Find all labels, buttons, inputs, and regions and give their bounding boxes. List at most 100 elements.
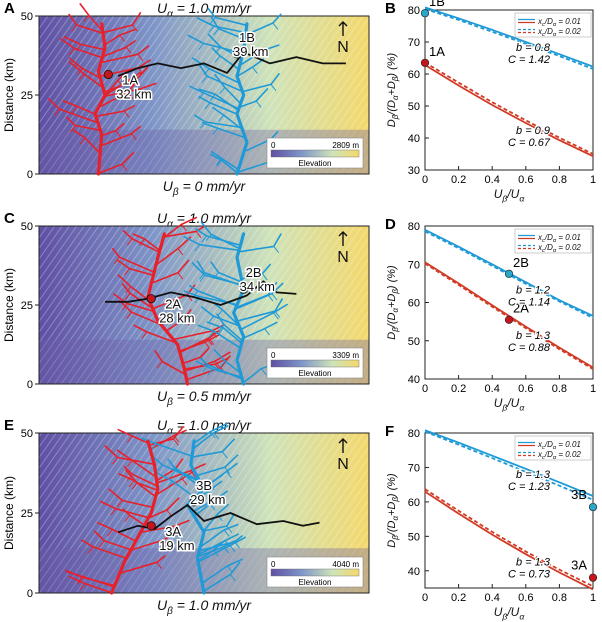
red-tributary (126, 460, 133, 468)
uplift-alpha-label: Uα​ = 1.0 mm/yr (157, 417, 252, 437)
series-line-red-dashed (424, 61, 594, 155)
divide-point-1B (232, 49, 242, 59)
blue-tributary (213, 432, 219, 440)
y-tick-label: 60 (408, 497, 420, 509)
series-line-blue-dashed (424, 8, 594, 70)
x-tick-label: 1 (590, 592, 596, 604)
red-tributary (121, 303, 128, 311)
x-tick-label: 0.6 (518, 383, 533, 395)
red-tributary (110, 508, 117, 516)
blue-tributary (157, 464, 163, 472)
red-trunk-river (110, 439, 160, 595)
red-tributary (77, 68, 83, 76)
red-tributary (127, 238, 133, 246)
series-line-red-dashed (424, 488, 594, 588)
blue-tributary (208, 315, 214, 323)
blue-tributary (203, 68, 210, 76)
legend-title: Elevation (299, 578, 332, 587)
series-line-blue-solid (424, 429, 594, 497)
panel-letter: F (385, 423, 394, 440)
red-tributary (125, 46, 132, 54)
y-axis-label: Distance (km) (2, 268, 16, 342)
divide-point-2B (239, 284, 249, 294)
drainage-divide (117, 51, 346, 77)
fit-c-label: C = 1.14 (508, 296, 550, 308)
north-arrow-icon (338, 231, 348, 246)
blue-tributary (264, 328, 270, 336)
callout-distance-1A: 32 km (116, 86, 151, 101)
blue-tributary (198, 43, 205, 51)
fit-c-label: C = 0.73 (508, 569, 551, 581)
blue-tributary (202, 364, 209, 372)
red-tributary (124, 514, 131, 523)
red-tributary (139, 88, 146, 96)
red-tributary (126, 311, 132, 319)
fit-c-label: C = 0.67 (508, 137, 551, 149)
red-tributary (71, 106, 78, 114)
red-tributary (107, 529, 114, 537)
x-tick-label: 0.4 (485, 383, 500, 395)
red-tributary (177, 248, 184, 256)
y-axis-label: Distance (km) (2, 58, 16, 132)
blue-trunk-river (235, 22, 249, 176)
legend-entry: xc​/Dα​ = 0.02 (537, 243, 581, 254)
red-tributary (139, 238, 145, 246)
red-tributary (126, 435, 133, 443)
data-point-1B (420, 9, 430, 18)
blue-tributary (267, 294, 274, 302)
x-tick-label: 1 (590, 174, 596, 186)
y-axis-label: Dβ​/(Dα​+Dβ​) (%) (386, 473, 400, 548)
y-axis-label: Dβ​/(Dα​+Dβ​) (%) (386, 52, 400, 127)
legend-max: 3309 m (332, 351, 359, 360)
blue-tributary (198, 92, 204, 100)
x-tick-label: 0.6 (518, 592, 533, 604)
uplift-beta-label: Uβ​ = 0 mm/yr (163, 178, 247, 198)
x-tick-label: 0 (422, 383, 428, 395)
blue-tributary (273, 312, 279, 320)
fit-c-label: C = 0.88 (508, 342, 551, 354)
blue-tributary (219, 87, 226, 95)
x-tick-label: 0.4 (485, 592, 500, 604)
legend-min: 0 (271, 351, 276, 360)
red-tributary (124, 292, 131, 300)
x-axis-label: Uβ​/Uα​ (494, 396, 526, 412)
blue-tributary (252, 66, 258, 74)
blue-tributary (208, 25, 215, 33)
blue-tributary (229, 574, 236, 582)
y-tick-label: 50 (21, 221, 33, 233)
legend-colorbar (270, 149, 360, 158)
red-tributary (214, 360, 221, 368)
blue-tributary (199, 272, 205, 280)
blue-tributary (207, 368, 213, 376)
red-tributary (181, 224, 187, 232)
chart-legend (514, 228, 592, 254)
blue-tributary (205, 234, 212, 242)
blue-tributary (218, 114, 224, 122)
x-tick-label: 0.2 (451, 383, 466, 395)
blue-tributary (218, 324, 225, 332)
red-tributary (163, 539, 170, 547)
red-tributary (71, 24, 78, 32)
divide-point-2A (146, 294, 156, 304)
y-tick-label: 80 (408, 5, 420, 17)
callout-id-1B: 1B (239, 30, 255, 45)
north-label: N (337, 39, 349, 56)
blue-tributary (208, 330, 215, 338)
series-line-blue-dashed (424, 430, 594, 501)
y-tick-label: 0 (27, 588, 33, 600)
blue-tributary (199, 274, 206, 282)
north-label: N (337, 456, 349, 473)
callout-distance-1B: 39 km (233, 44, 268, 59)
map-panel-A: A Uα​ = 1.0 mm/yr Uβ​ = 0 mm/yr 50 25 0 Distan… (2, 0, 370, 198)
blue-tributary (201, 235, 207, 243)
blue-tributary (226, 471, 232, 479)
legend-entry: xc​/Dα​ = 0.02 (537, 27, 581, 38)
blue-tributary (200, 121, 206, 129)
data-point-label-2B: 2B (513, 255, 529, 270)
data-point-2B (504, 269, 514, 278)
red-tributary (75, 44, 82, 52)
callout-id-3A: 3A (165, 524, 181, 539)
fit-c-label: C = 1.23 (508, 481, 551, 493)
red-tributary (78, 73, 85, 81)
blue-tributary (226, 525, 233, 533)
